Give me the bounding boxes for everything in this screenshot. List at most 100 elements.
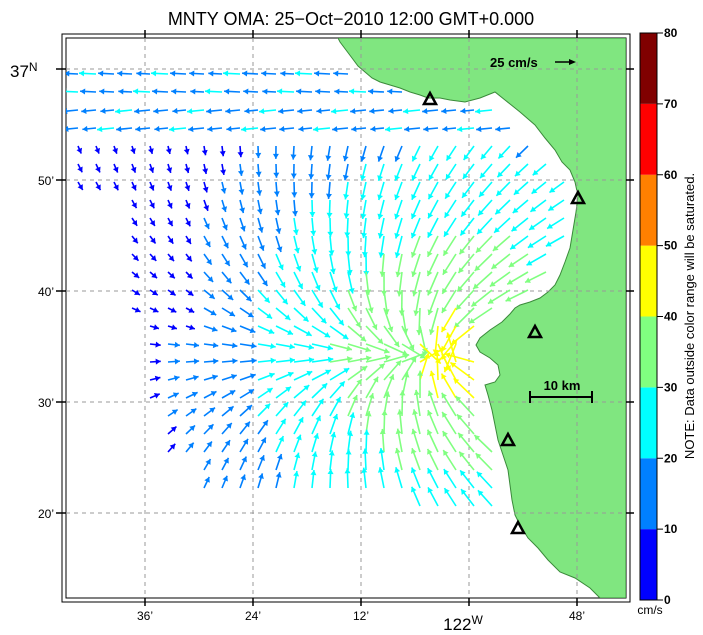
current-vector-head	[190, 88, 196, 95]
current-vector-head	[394, 175, 400, 181]
colorbar-segment	[640, 316, 657, 388]
current-vector-head	[421, 351, 428, 357]
current-vector-head	[112, 166, 119, 173]
current-vector-head	[434, 350, 441, 357]
current-vector-head	[243, 88, 249, 95]
current-vector-head	[154, 375, 161, 382]
current-vector-head	[280, 70, 286, 77]
colorbar-note: NOTE: Data outside color range will be s…	[682, 173, 697, 459]
current-vector-head	[224, 88, 230, 95]
current-vector-head	[377, 213, 384, 220]
current-vector-head	[116, 126, 122, 133]
current-vector-head	[257, 226, 264, 233]
current-vector-head	[411, 155, 418, 162]
current-vector-head	[477, 228, 483, 235]
lon-label-24: 24’	[245, 609, 261, 623]
current-vector-head	[442, 268, 449, 275]
current-vector-head	[227, 294, 234, 300]
current-vector-head	[260, 437, 267, 444]
current-vector-head	[296, 88, 302, 95]
current-vector-head	[135, 125, 141, 132]
current-vector-head	[266, 388, 273, 394]
current-vector-head	[360, 155, 366, 162]
current-vector-head	[488, 298, 494, 304]
current-vector-head	[325, 369, 331, 376]
current-vector-head	[384, 391, 391, 397]
current-vector-head	[153, 393, 160, 399]
current-vector-head	[166, 167, 173, 173]
current-vector-head	[459, 248, 465, 255]
current-vector-head	[410, 467, 417, 474]
current-vector-head	[377, 155, 384, 162]
station-marker	[569, 189, 587, 205]
current-vector-head	[273, 172, 280, 178]
current-vector-head	[510, 243, 516, 250]
lon-label-122w: 122W	[443, 613, 483, 634]
current-vector-head	[461, 210, 467, 217]
current-vector-head	[514, 170, 521, 177]
colorbar-segment	[640, 387, 657, 459]
current-vector-head	[395, 428, 402, 435]
current-vector-head	[496, 190, 503, 196]
current-vector-head	[413, 310, 420, 316]
current-vector-head	[205, 88, 211, 95]
current-vector-head	[172, 107, 178, 114]
current-vector-head	[347, 430, 354, 437]
current-vector-head	[76, 147, 83, 154]
current-vector-head	[460, 470, 466, 477]
current-vector-head	[205, 459, 211, 465]
current-vector-head	[240, 474, 246, 481]
current-vector-head	[262, 280, 268, 286]
current-vector-head	[427, 309, 434, 315]
current-vector-head	[183, 148, 190, 155]
current-vector-head	[222, 224, 228, 231]
current-vector-head	[131, 184, 137, 191]
current-vector-head	[224, 260, 230, 266]
current-vector-head	[302, 315, 309, 322]
current-vector-head	[259, 108, 265, 115]
current-vector-head	[476, 471, 483, 478]
current-vector-head	[221, 206, 228, 212]
current-vector-head	[239, 207, 246, 214]
scale-bar-label: 10 km	[544, 378, 581, 393]
current-vector-head	[387, 88, 393, 95]
current-vector-head	[245, 295, 252, 302]
current-vector-head	[148, 167, 155, 173]
current-vector-head	[349, 88, 355, 95]
current-vector-head	[511, 225, 518, 232]
current-vector-head	[227, 406, 234, 412]
colorbar-tick-label: 10	[664, 522, 678, 536]
current-vector-head	[251, 357, 257, 364]
current-vector-head	[312, 267, 319, 273]
current-vector-head	[394, 447, 401, 454]
current-vector-head	[328, 250, 335, 256]
current-vector-head	[513, 189, 520, 195]
current-vector-head	[229, 310, 235, 317]
current-vector-head	[191, 391, 198, 398]
current-vector-head	[492, 245, 499, 251]
current-vector-head	[399, 390, 406, 396]
current-vector-head	[327, 344, 333, 351]
current-vector-head	[190, 408, 197, 414]
current-vector-head	[292, 229, 299, 235]
current-vector-head	[395, 360, 402, 367]
station-marker	[509, 519, 527, 535]
current-vector-head	[477, 490, 484, 497]
current-vector-head	[290, 154, 297, 160]
current-vector-head	[387, 326, 394, 333]
current-vector-head	[333, 70, 339, 77]
current-vector-head	[262, 88, 268, 95]
current-vector-head	[393, 341, 400, 347]
current-vector-head	[349, 412, 356, 419]
current-vector-head	[151, 272, 158, 279]
current-vector-head	[237, 170, 244, 176]
current-vector-head	[134, 289, 140, 295]
colorbar-tick-label: 60	[664, 168, 678, 182]
current-vector-head	[315, 88, 321, 95]
current-vector-head	[276, 453, 283, 460]
current-vector-head	[360, 194, 367, 200]
current-vector-head	[441, 307, 448, 313]
current-vector-head	[171, 88, 177, 95]
station-marker	[499, 431, 517, 447]
